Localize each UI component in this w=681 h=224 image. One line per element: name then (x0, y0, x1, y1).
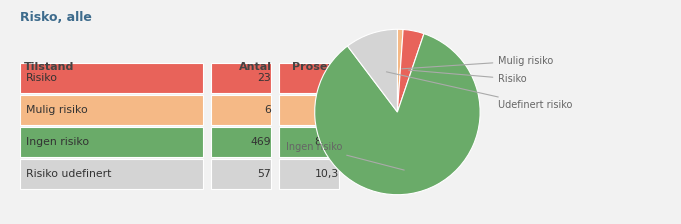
Bar (20, 63, 203, 93)
Bar (211, 159, 271, 189)
Text: 4,1: 4,1 (321, 73, 339, 83)
Bar (20, 127, 203, 157)
Text: 84,5: 84,5 (315, 137, 339, 147)
Text: Udefinert risiko: Udefinert risiko (386, 72, 573, 110)
Wedge shape (347, 29, 398, 112)
Text: 10,3: 10,3 (315, 169, 339, 179)
Text: Prosent: Prosent (292, 62, 340, 72)
Bar (279, 95, 340, 125)
Bar (20, 95, 203, 125)
Text: 57: 57 (257, 169, 270, 179)
Text: Ingen risiko: Ingen risiko (286, 142, 405, 170)
Text: Mulig risiko: Mulig risiko (26, 105, 87, 115)
Bar (211, 95, 271, 125)
Text: Antal: Antal (240, 62, 272, 72)
Text: Risiko udefinert: Risiko udefinert (26, 169, 111, 179)
Text: Tilstand: Tilstand (24, 62, 74, 72)
Text: Ingen risiko: Ingen risiko (26, 137, 89, 147)
Text: Risiko: Risiko (409, 70, 527, 84)
Text: Risiko: Risiko (26, 73, 57, 83)
Text: Mulig risiko: Mulig risiko (402, 56, 554, 69)
Text: 23: 23 (257, 73, 270, 83)
Bar (279, 63, 340, 93)
Text: 469: 469 (250, 137, 270, 147)
Bar (211, 127, 271, 157)
Bar (279, 159, 340, 189)
Wedge shape (398, 29, 403, 112)
Bar (279, 127, 340, 157)
Wedge shape (315, 34, 480, 195)
Bar (20, 159, 203, 189)
Wedge shape (398, 30, 424, 112)
Bar (211, 63, 271, 93)
Text: 6: 6 (264, 105, 270, 115)
Text: 1,1: 1,1 (321, 105, 339, 115)
Text: Risko, alle: Risko, alle (20, 11, 93, 24)
